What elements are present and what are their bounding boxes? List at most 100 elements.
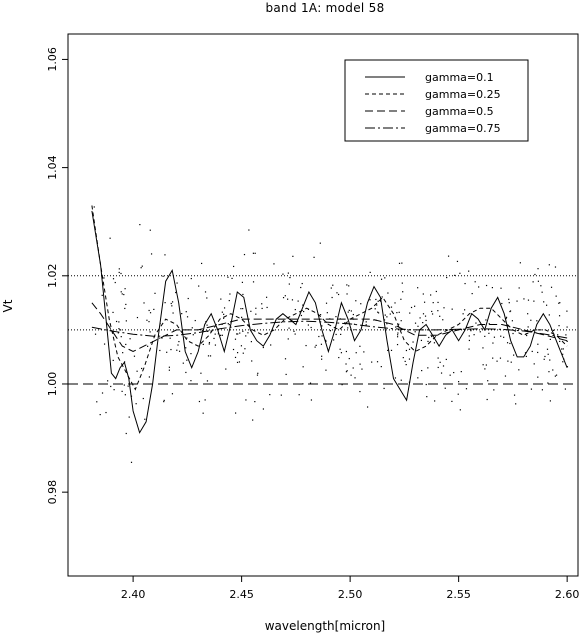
data-point — [442, 319, 444, 321]
data-point — [190, 353, 192, 355]
data-point — [242, 293, 244, 296]
data-point — [112, 311, 114, 314]
data-point — [414, 305, 416, 307]
data-point — [562, 348, 564, 350]
data-point — [112, 331, 114, 333]
data-point — [287, 298, 289, 300]
data-point — [533, 363, 535, 365]
data-point — [288, 327, 290, 329]
data-point — [374, 308, 376, 310]
data-point — [546, 348, 549, 350]
data-point — [171, 301, 174, 303]
data-point — [422, 321, 424, 324]
data-point — [383, 387, 385, 390]
data-point — [361, 368, 363, 370]
series-line-3 — [91, 302, 568, 353]
data-point — [338, 356, 340, 359]
data-point — [319, 314, 322, 316]
data-point — [398, 311, 400, 313]
data-point — [484, 368, 486, 370]
data-point — [294, 333, 296, 335]
data-point — [149, 229, 151, 231]
data-point — [488, 332, 490, 334]
data-point — [547, 353, 549, 355]
data-point — [206, 297, 208, 299]
data-point — [431, 335, 433, 338]
data-point — [221, 334, 223, 336]
data-point — [504, 375, 507, 377]
data-point — [239, 332, 241, 334]
data-point — [400, 320, 402, 322]
data-point — [565, 334, 567, 336]
data-point — [347, 311, 349, 313]
data-point — [120, 291, 122, 293]
data-point — [166, 351, 168, 353]
data-point — [396, 336, 399, 338]
data-point — [417, 325, 419, 327]
data-point — [121, 293, 123, 295]
legend-label: gamma=0.25 — [425, 88, 501, 101]
data-point — [255, 313, 257, 315]
data-point — [397, 332, 399, 334]
data-point — [390, 349, 393, 352]
data-point — [544, 355, 546, 358]
data-point — [201, 262, 203, 265]
data-point — [127, 385, 129, 387]
data-point — [417, 287, 419, 289]
data-point — [178, 350, 181, 352]
y-tick-label: 1.06 — [46, 47, 59, 72]
data-point — [236, 352, 239, 354]
data-point — [153, 308, 155, 311]
data-point — [553, 329, 555, 331]
data-point — [298, 394, 300, 396]
x-tick-label: 2.40 — [121, 588, 146, 601]
data-point — [439, 315, 441, 317]
data-point — [135, 403, 137, 405]
data-point — [422, 293, 424, 295]
data-point — [446, 276, 448, 279]
data-point — [549, 400, 551, 402]
data-point — [198, 285, 200, 287]
data-point — [354, 377, 356, 379]
data-point — [250, 310, 252, 312]
data-point — [346, 370, 348, 372]
data-point — [244, 348, 246, 350]
data-point — [396, 312, 398, 314]
data-point — [531, 350, 533, 353]
data-point — [420, 339, 423, 342]
data-point — [479, 331, 481, 333]
data-point — [354, 329, 356, 331]
data-point — [200, 372, 202, 374]
data-point — [507, 360, 509, 362]
data-point — [208, 343, 210, 345]
data-point — [402, 291, 404, 293]
data-point — [509, 342, 511, 345]
data-point — [408, 358, 411, 360]
data-point — [414, 322, 417, 324]
data-point — [206, 380, 209, 382]
data-point — [227, 276, 229, 278]
data-point — [294, 308, 296, 311]
data-point — [543, 358, 545, 360]
data-point — [214, 333, 216, 335]
data-point — [340, 333, 342, 336]
legend: gamma=0.1 gamma=0.25 gamma=0.5 gamma=0.75 — [344, 59, 529, 142]
data-point — [122, 352, 124, 354]
data-point — [353, 323, 356, 325]
data-point — [333, 339, 335, 341]
data-point — [175, 291, 177, 294]
data-point — [171, 305, 173, 307]
data-point — [168, 369, 170, 371]
chart-title: band 1A: model 58 — [265, 1, 384, 15]
data-point — [337, 293, 340, 296]
data-point — [394, 302, 396, 304]
legend-label: gamma=0.1 — [425, 71, 494, 84]
data-point — [171, 393, 174, 395]
data-point — [352, 367, 354, 369]
data-point — [163, 401, 165, 403]
data-point — [242, 330, 244, 332]
data-point — [503, 336, 505, 338]
data-point — [345, 350, 348, 353]
data-point — [310, 399, 313, 401]
data-point — [96, 401, 98, 403]
